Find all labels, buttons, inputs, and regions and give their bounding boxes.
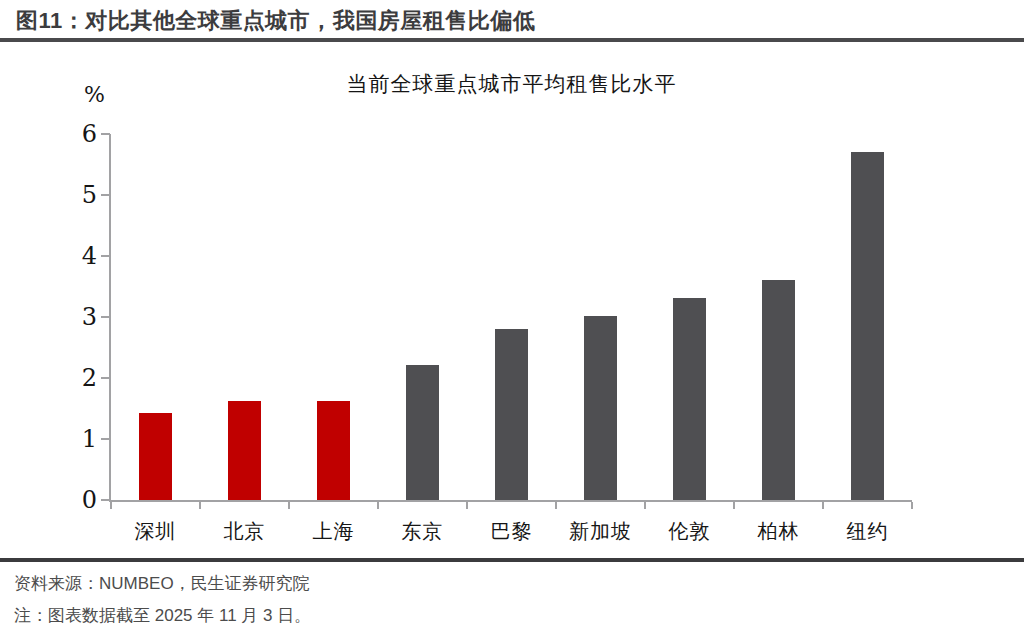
x-axis-tick: [555, 502, 557, 509]
x-axis-tick: [911, 502, 913, 509]
footer-divider: [0, 558, 1024, 562]
note-text: 注：图表数据截至 2025 年 11 月 3 日。: [14, 604, 311, 627]
bar: [584, 316, 617, 500]
bar-cell: [645, 298, 734, 500]
x-axis-line: [109, 500, 912, 502]
x-axis-tick: [466, 502, 468, 509]
y-axis-tick: [101, 438, 110, 440]
x-axis-label: 柏林: [734, 518, 823, 545]
x-axis-tick: [822, 502, 824, 509]
x-axis-label: 新加坡: [556, 518, 645, 545]
x-axis-label: 深圳: [111, 518, 200, 545]
bar: [495, 329, 528, 500]
y-axis-tick: [101, 499, 110, 501]
bar: [317, 401, 350, 500]
header-divider: [0, 38, 1024, 42]
chart-title: 当前全球重点城市平均租售比水平: [111, 70, 912, 98]
source-text: 资料来源：NUMBEO，民生证券研究院: [14, 572, 310, 595]
y-axis-tick: [101, 133, 110, 135]
bar-cell: [111, 413, 200, 500]
x-axis-label: 纽约: [823, 518, 912, 545]
bar-cell: [378, 365, 467, 500]
bar-cell: [467, 329, 556, 500]
bar-cell: [289, 401, 378, 500]
y-axis-tick-label: 5: [55, 181, 97, 209]
x-axis-label: 伦敦: [645, 518, 734, 545]
report-figure-page: 图11：对比其他全球重点城市，我国房屋租售比偏低 当前全球重点城市平均租售比水平…: [0, 0, 1024, 637]
bars-container: [111, 134, 912, 500]
y-axis-tick: [101, 316, 110, 318]
bar: [228, 401, 261, 500]
plot-area: 深圳北京上海东京巴黎新加坡伦敦柏林纽约 0123456: [111, 134, 912, 500]
y-axis-tick-label: 6: [55, 120, 97, 148]
x-axis-tick: [288, 502, 290, 509]
bar: [673, 298, 706, 500]
x-axis-tick: [644, 502, 646, 509]
x-axis-tick: [733, 502, 735, 509]
x-axis-label: 北京: [200, 518, 289, 545]
bar: [406, 365, 439, 500]
figure-title: 图11：对比其他全球重点城市，我国房屋租售比偏低: [16, 6, 535, 36]
bar: [851, 152, 884, 500]
x-axis-tick: [110, 502, 112, 509]
bar-cell: [556, 316, 645, 500]
x-axis-label: 巴黎: [467, 518, 556, 545]
y-axis-unit-label: %: [84, 82, 105, 107]
y-axis-tick-label: 0: [55, 486, 97, 514]
x-axis-label: 上海: [289, 518, 378, 545]
bar-cell: [823, 152, 912, 500]
bar-cell: [734, 280, 823, 500]
y-axis-tick-label: 1: [55, 425, 97, 453]
x-axis-tick: [377, 502, 379, 509]
y-axis-tick-label: 3: [55, 303, 97, 331]
x-axis-tick: [199, 502, 201, 509]
bar-cell: [200, 401, 289, 500]
y-axis-tick-label: 4: [55, 242, 97, 270]
x-axis-label: 东京: [378, 518, 467, 545]
bar: [139, 413, 172, 500]
y-axis-tick-label: 2: [55, 364, 97, 392]
bar: [762, 280, 795, 500]
y-axis-tick: [101, 194, 110, 196]
x-axis-labels: 深圳北京上海东京巴黎新加坡伦敦柏林纽约: [111, 518, 912, 545]
y-axis-tick: [101, 377, 110, 379]
y-axis-tick: [101, 255, 110, 257]
